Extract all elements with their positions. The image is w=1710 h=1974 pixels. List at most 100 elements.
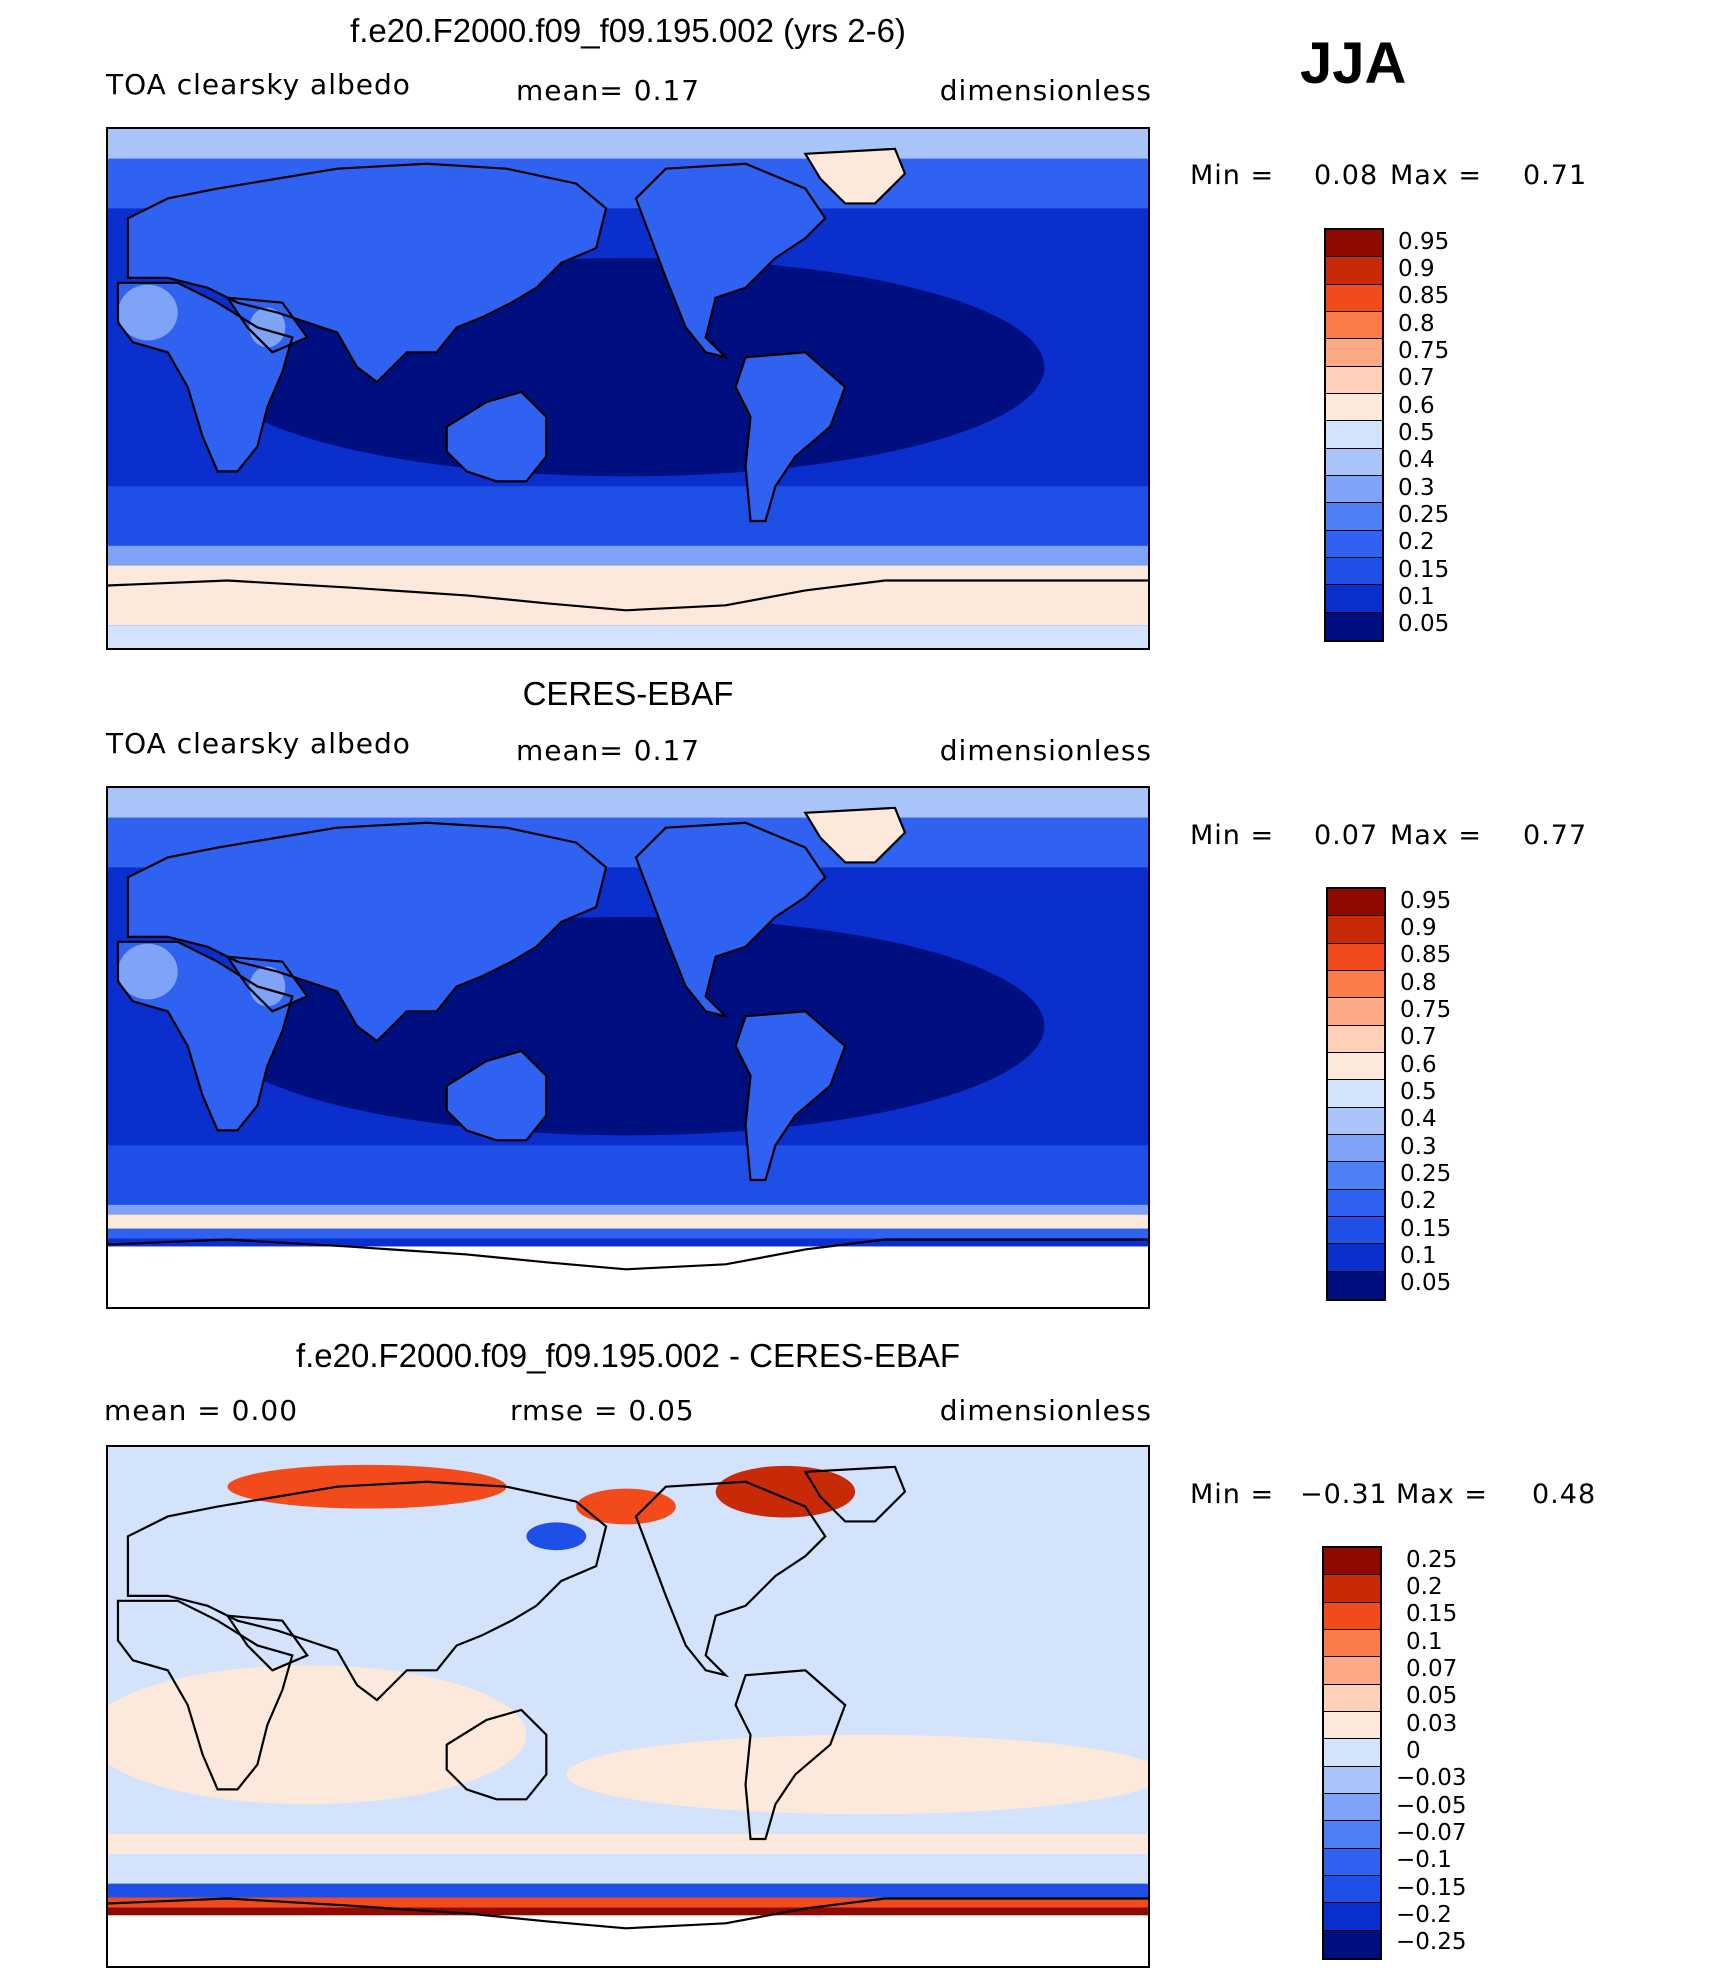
colorbar-bin — [1326, 257, 1382, 285]
max-label: Max = — [1396, 1479, 1489, 1510]
colorbar-tick-label: 0.7 — [1400, 1024, 1437, 1051]
units-label: dimensionless — [939, 74, 1152, 107]
coastline — [126, 162, 608, 384]
colorbar-tick-label: 0.5 — [1400, 1079, 1437, 1105]
colorbar-tick-label: 0.25 — [1400, 1161, 1452, 1187]
sea-ice-edge — [108, 1228, 1148, 1239]
coastline — [445, 1049, 548, 1142]
colorbar-bin — [1324, 1684, 1380, 1712]
antarctic-field — [108, 565, 1148, 626]
variable-label: TOA clearsky albedo — [106, 727, 411, 760]
colorbar-bin — [1326, 476, 1382, 504]
colorbar-tick-label: 0.8 — [1398, 310, 1435, 337]
colorbar-model — [1324, 228, 1384, 642]
panel-title: f.e20.F2000.f09_f09.195.002 (yrs 2-6) — [350, 12, 906, 49]
colorbar-tick-label: 0.95 — [1398, 228, 1450, 255]
map-obs-svg — [108, 788, 1148, 1307]
beringia-anomaly — [576, 1488, 676, 1525]
south-midlat-band — [108, 486, 1148, 546]
colorbar-tick-label: 0.4 — [1398, 447, 1435, 474]
colorbar-bin — [1328, 1135, 1384, 1163]
colorbar-tick-label: 0.15 — [1400, 1215, 1452, 1242]
colorbar-tick-label: 0.1 — [1400, 1243, 1437, 1269]
max-value: 0.77 — [1523, 820, 1588, 851]
colorbar-tick-label: −0.15 — [1396, 1874, 1467, 1901]
colorbar-tick-label: 0.3 — [1398, 474, 1435, 501]
colorbar-bin — [1324, 1930, 1380, 1958]
land-area — [127, 822, 607, 1042]
colorbar-bin — [1326, 448, 1382, 476]
positive-anomaly — [108, 1665, 527, 1805]
colorbar-bin — [1328, 971, 1384, 999]
coastline — [634, 821, 827, 1019]
coastlines — [108, 147, 1148, 612]
siberia-anomaly — [227, 1464, 507, 1509]
coastline — [225, 296, 309, 354]
colorbar-ticks-diff: 0.25 0.2 0.15 0.1 0.07 0.05 0.03 0 −0.03 −0.05 −0.… — [1396, 1546, 1556, 1960]
min-label: Min = — [1190, 1479, 1275, 1510]
min-max-readout: Min = 0.07 Max = 0.77 — [1190, 820, 1610, 856]
colorbar-bin — [1326, 530, 1382, 558]
colorbar-tick-label: −0.25 — [1396, 1929, 1467, 1956]
coastline — [803, 806, 907, 864]
min-value: −0.31 — [1300, 1479, 1388, 1510]
colorbar-tick-label: −0.05 — [1396, 1792, 1467, 1819]
south-midlat-band — [108, 1145, 1148, 1205]
land-area — [446, 391, 547, 482]
colorbar-tick-label: 0.1 — [1398, 584, 1435, 610]
land-area — [735, 352, 846, 521]
colorbar-tick-label: 0.5 — [1398, 420, 1435, 446]
sahara-field — [117, 943, 178, 1000]
colorbar-tick-label: −0.2 — [1396, 1902, 1452, 1928]
colorbar-bin — [1324, 1821, 1380, 1849]
colorbar-tick-label: 0.75 — [1400, 997, 1452, 1023]
colorbar-tick-label: −0.03 — [1396, 1765, 1467, 1792]
colorbar-tick-label: 0.2 — [1406, 1574, 1443, 1600]
variable-label: TOA clearsky albedo — [106, 68, 411, 101]
land-area — [635, 163, 826, 358]
coastlines — [108, 1465, 1148, 1930]
mean-label: mean = 0.00 — [104, 1394, 299, 1427]
colorbar-bin — [1328, 889, 1384, 917]
sea-ice-anomaly — [108, 1907, 1148, 1916]
colorbar-bin — [1326, 230, 1382, 258]
season-label: JJA — [1300, 31, 1407, 96]
colorbar-bin — [1328, 1080, 1384, 1108]
colorbar-bin — [1326, 339, 1382, 367]
positive-anomaly — [566, 1734, 1148, 1815]
units-label: dimensionless — [939, 734, 1152, 767]
coastline — [126, 821, 608, 1043]
colorbar-bin — [1328, 1189, 1384, 1217]
colorbar-bin — [1324, 1848, 1380, 1876]
colorbar-tick-label: 0.7 — [1398, 365, 1435, 392]
max-value: 0.48 — [1532, 1479, 1597, 1510]
missing-data — [108, 1246, 1148, 1307]
colorbar-obs — [1326, 887, 1386, 1301]
panel-title: CERES-EBAF — [522, 675, 734, 712]
colorbar-tick-label: 0.4 — [1400, 1106, 1437, 1133]
colorbar-bin — [1328, 1162, 1384, 1190]
canada-anomaly — [715, 1465, 856, 1518]
min-max-readout: Min = 0.08 Max = 0.71 — [1190, 160, 1610, 196]
colorbar-tick-label: 0.75 — [1398, 338, 1450, 364]
units-label: dimensionless — [939, 1394, 1152, 1427]
coastline — [116, 940, 294, 1132]
rmse-label: rmse = 0.05 — [510, 1394, 695, 1427]
land-area — [635, 822, 826, 1017]
coastline — [116, 281, 294, 473]
colorbar-tick-label: 0.05 — [1406, 1683, 1458, 1710]
coastline — [734, 1010, 847, 1182]
colorbar-tick-label: 0.6 — [1398, 392, 1435, 419]
coastline — [108, 579, 1148, 612]
colorbar-tick-label: 0.05 — [1400, 1270, 1452, 1297]
colorbar-tick-label: 0.3 — [1400, 1133, 1437, 1160]
colorbar-tick-label: 0.95 — [1400, 887, 1452, 914]
min-max-readout: Min = −0.31 Max = 0.48 — [1190, 1479, 1630, 1515]
land-area — [446, 1050, 547, 1141]
map-obs — [106, 786, 1150, 1309]
colorbar-bin — [1328, 998, 1384, 1026]
coastline — [225, 1614, 309, 1672]
coastline — [225, 955, 309, 1013]
coastline — [803, 1465, 907, 1523]
colorbar-bin — [1326, 366, 1382, 394]
